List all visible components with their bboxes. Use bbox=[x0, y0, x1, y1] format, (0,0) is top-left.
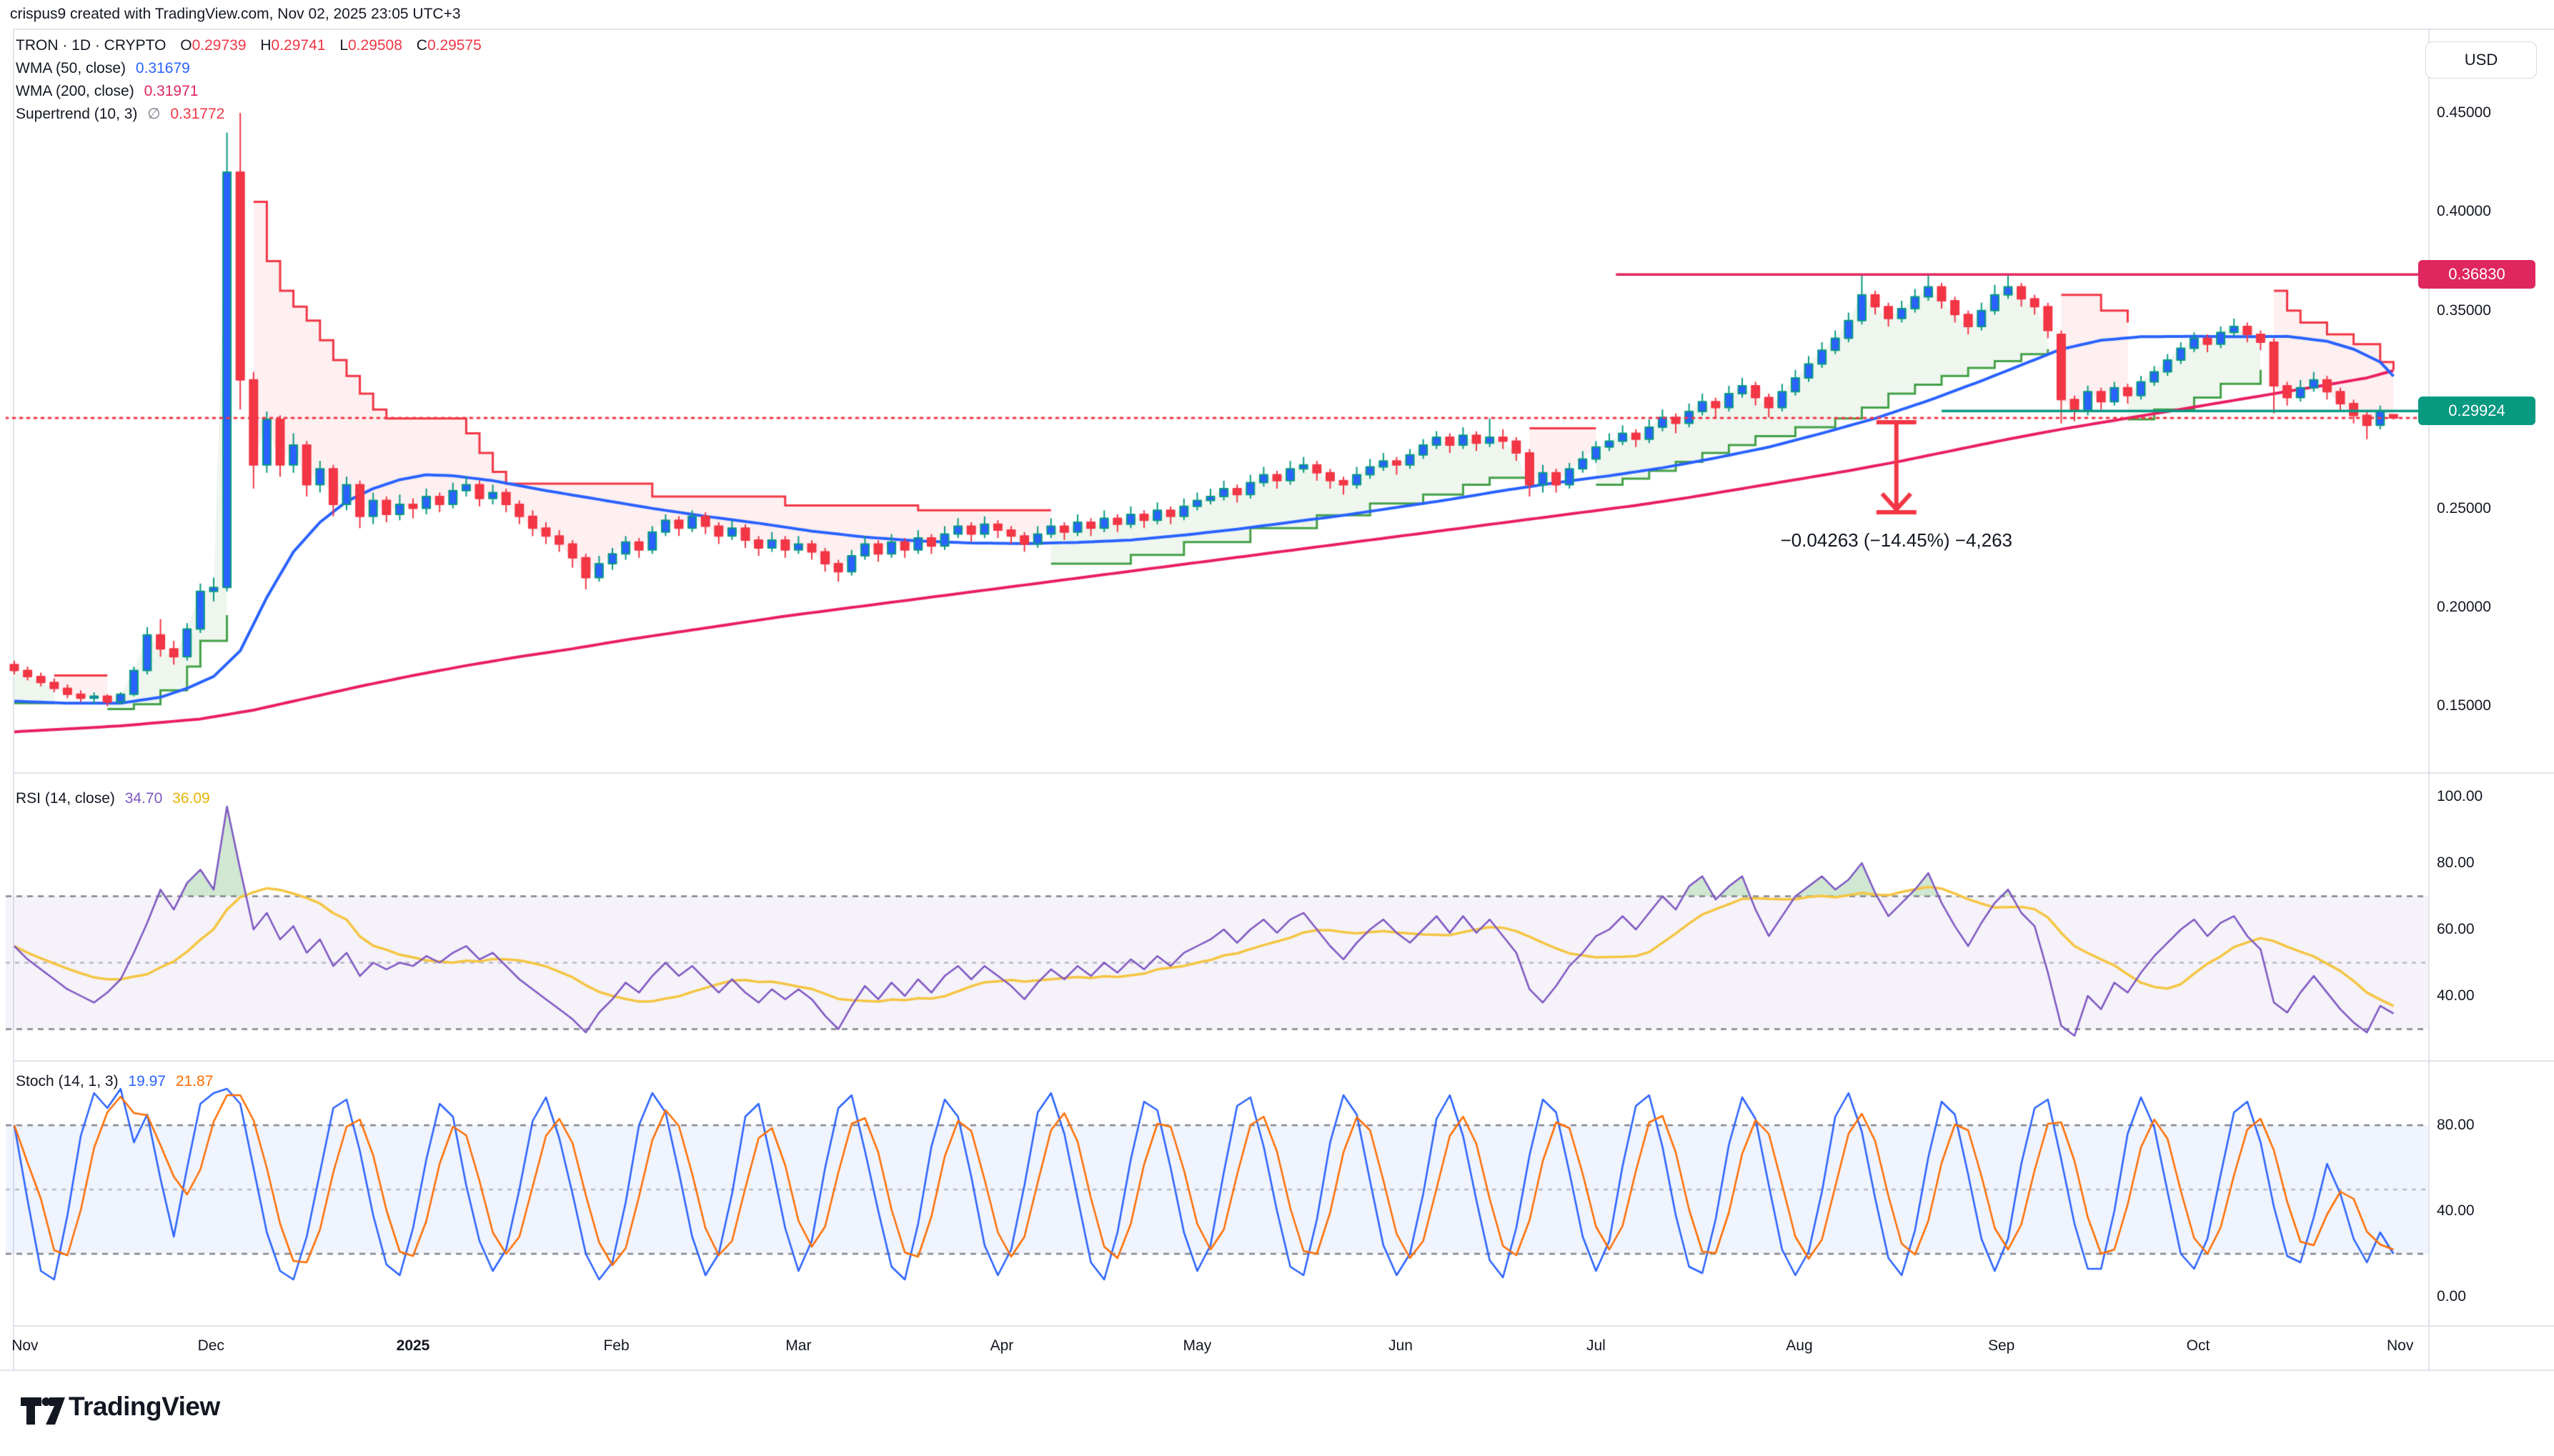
time-axis-border bbox=[13, 1325, 2554, 1327]
time-tick-Sep: Sep bbox=[1988, 1337, 2015, 1354]
price-tick-0.20000: 0.20000 bbox=[2437, 599, 2491, 615]
wma200-legend-row[interactable]: WMA (200, close) 0.31971 bbox=[16, 80, 482, 103]
ohlc-close: C0.29575 bbox=[416, 37, 482, 54]
price-tick-0.25000: 0.25000 bbox=[2437, 499, 2491, 517]
stoch-pane-canvas[interactable] bbox=[6, 1060, 2428, 1325]
wma50-value: 0.31679 bbox=[135, 60, 190, 76]
support-price-label[interactable]: 0.29924 bbox=[2418, 397, 2535, 426]
main-legend: TRON · 1D · CRYPTO O0.29739 H0.29741 L0.… bbox=[16, 34, 482, 126]
stoch-tick-40.00: 40.00 bbox=[2437, 1202, 2475, 1219]
time-tick-2025: 2025 bbox=[396, 1337, 430, 1354]
time-tick-Nov: Nov bbox=[11, 1337, 39, 1354]
chart-bottom-border bbox=[0, 1370, 2554, 1371]
supertrend-title[interactable]: Supertrend (10, 3) bbox=[16, 106, 138, 122]
rsi-tick-100.00: 100.00 bbox=[2437, 788, 2483, 804]
time-tick-Aug: Aug bbox=[1786, 1337, 1813, 1354]
rsi-value: 34.70 bbox=[124, 790, 163, 807]
currency-label: USD bbox=[2464, 51, 2498, 69]
rsi-title[interactable]: RSI (14, close) bbox=[16, 790, 115, 807]
price-tick-0.45000: 0.45000 bbox=[2437, 104, 2491, 121]
rsi-legend[interactable]: RSI (14, close) 34.70 36.09 bbox=[16, 787, 210, 810]
ohlc-low: L0.29508 bbox=[339, 37, 402, 54]
empty-set-icon: ∅ bbox=[147, 106, 161, 122]
time-tick-Mar: Mar bbox=[785, 1337, 812, 1354]
stoch-k-value: 19.97 bbox=[128, 1073, 166, 1089]
stoch-tick-80.00: 80.00 bbox=[2437, 1117, 2475, 1133]
ohlc-high: H0.29741 bbox=[260, 37, 326, 54]
currency-toggle-button[interactable]: USD bbox=[2425, 41, 2537, 79]
symbol-legend-row[interactable]: TRON · 1D · CRYPTO O0.29739 H0.29741 L0.… bbox=[16, 34, 482, 57]
time-tick-May: May bbox=[1183, 1337, 1212, 1354]
time-tick-Jun: Jun bbox=[1388, 1337, 1413, 1354]
wma200-value: 0.31971 bbox=[144, 83, 199, 99]
attribution-bar: crispus9 created with TradingView.com, N… bbox=[10, 6, 461, 23]
supertrend-legend-row[interactable]: Supertrend (10, 3) ∅ 0.31772 bbox=[16, 103, 482, 126]
time-tick-Nov: Nov bbox=[2387, 1337, 2414, 1354]
time-tick-Oct: Oct bbox=[2186, 1337, 2210, 1354]
attribution-text: crispus9 created with TradingView.com, N… bbox=[10, 6, 461, 22]
rsi-tick-40.00: 40.00 bbox=[2437, 987, 2475, 1004]
price-axis-border bbox=[2428, 29, 2430, 1370]
time-tick-Jul: Jul bbox=[1586, 1337, 1606, 1354]
time-tick-Dec: Dec bbox=[197, 1337, 224, 1354]
time-tick-Apr: Apr bbox=[990, 1337, 1014, 1354]
wma200-title[interactable]: WMA (200, close) bbox=[16, 83, 134, 99]
stoch-d-value: 21.87 bbox=[175, 1073, 214, 1089]
rsi-ma-value: 36.09 bbox=[172, 790, 210, 807]
time-tick-Feb: Feb bbox=[603, 1337, 630, 1354]
tradingview-logo-icon[interactable] bbox=[20, 1393, 66, 1429]
tradingview-wordmark[interactable]: TradingView bbox=[69, 1392, 220, 1421]
price-tick-0.40000: 0.40000 bbox=[2437, 203, 2491, 220]
measure-annotation[interactable]: −0.04263 (−14.45%) −4,263 bbox=[1780, 529, 2013, 551]
symbol-title[interactable]: TRON · 1D · CRYPTO bbox=[16, 37, 167, 54]
stoch-legend[interactable]: Stoch (14, 1, 3) 19.97 21.87 bbox=[16, 1070, 213, 1093]
rsi-pane-canvas[interactable] bbox=[6, 772, 2428, 1060]
rsi-tick-60.00: 60.00 bbox=[2437, 921, 2475, 937]
ohlc-open: O0.29739 bbox=[180, 37, 247, 54]
price-pane-canvas[interactable] bbox=[6, 29, 2428, 772]
stoch-tick-0.00: 0.00 bbox=[2437, 1288, 2466, 1305]
supertrend-value: 0.31772 bbox=[170, 106, 225, 122]
stoch-title[interactable]: Stoch (14, 1, 3) bbox=[16, 1073, 119, 1089]
rsi-tick-80.00: 80.00 bbox=[2437, 854, 2475, 871]
price-tick-0.15000: 0.15000 bbox=[2437, 697, 2491, 714]
price-tick-0.35000: 0.35000 bbox=[2437, 301, 2491, 319]
resistance-price-label[interactable]: 0.36830 bbox=[2418, 260, 2535, 289]
wma50-legend-row[interactable]: WMA (50, close) 0.31679 bbox=[16, 57, 482, 80]
wma50-title[interactable]: WMA (50, close) bbox=[16, 60, 126, 76]
